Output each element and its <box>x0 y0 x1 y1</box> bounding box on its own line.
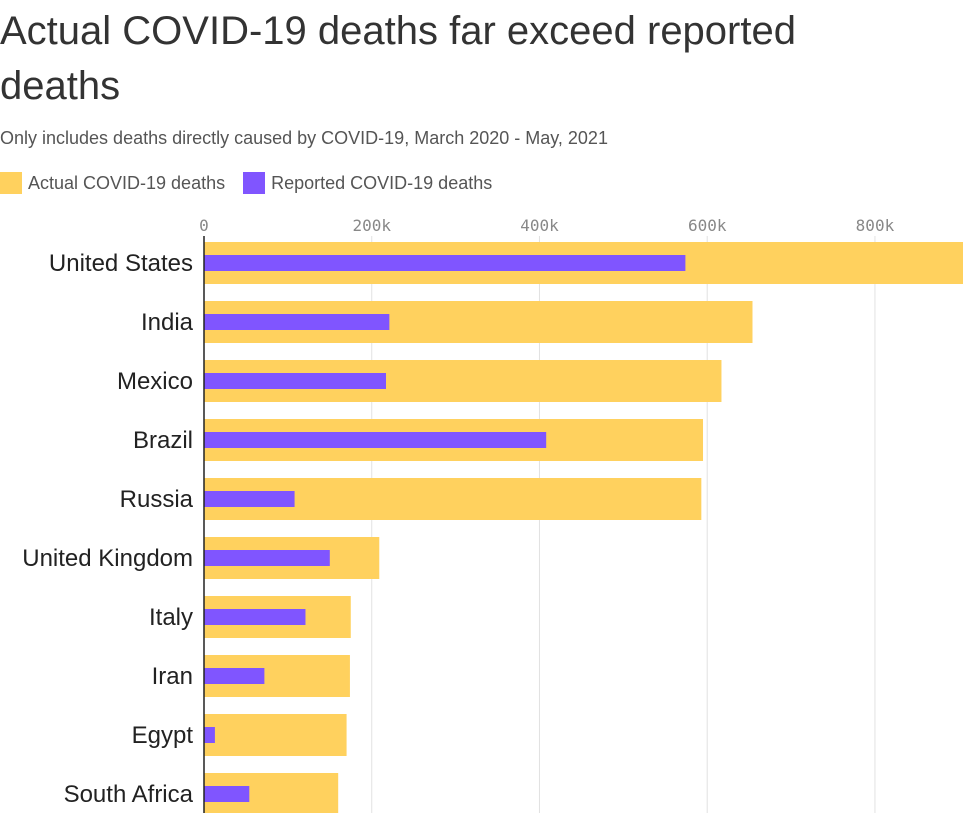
category-label: Russia <box>120 486 194 513</box>
category-label: Egypt <box>132 722 194 749</box>
bar-reported <box>204 786 250 802</box>
bar-reported <box>204 373 386 389</box>
bar-reported <box>204 727 215 743</box>
category-label: Iran <box>152 663 193 690</box>
bar-reported <box>204 255 686 271</box>
category-label: United States <box>49 250 193 277</box>
chart-title: Actual COVID-19 deaths far exceed report… <box>0 9 796 108</box>
bar-reported <box>204 550 330 566</box>
x-tick-label: 800k <box>856 216 895 235</box>
legend-label-reported: Reported COVID-19 deaths <box>271 172 493 193</box>
legend-label-actual: Actual COVID-19 deaths <box>28 172 226 193</box>
x-tick-label: 200k <box>352 216 391 235</box>
legend-item-reported: Reported COVID-19 deaths <box>243 172 492 194</box>
bar-reported <box>204 314 390 330</box>
bar-reported <box>204 432 547 448</box>
x-tick-label: 400k <box>520 216 559 235</box>
category-label: India <box>141 309 194 336</box>
category-label: United Kingdom <box>22 545 193 572</box>
x-tick-label: 600k <box>688 216 727 235</box>
legend-swatch-reported <box>243 172 266 194</box>
bar-reported <box>204 491 295 507</box>
category-label: Brazil <box>133 427 193 454</box>
chart-subtitle: Only includes deaths directly caused by … <box>0 128 608 148</box>
category-label: South Africa <box>64 781 194 808</box>
x-tick-label: 0 <box>199 216 209 235</box>
legend: Actual COVID-19 deaths Reported COVID-19… <box>0 172 510 194</box>
bar-reported <box>204 609 306 625</box>
bar-reported <box>204 668 265 684</box>
category-label: Mexico <box>117 368 193 395</box>
category-label: Italy <box>149 604 193 631</box>
legend-swatch-actual <box>0 172 22 194</box>
bar-actual <box>204 714 347 756</box>
legend-item-actual: Actual COVID-19 deaths <box>0 172 225 194</box>
